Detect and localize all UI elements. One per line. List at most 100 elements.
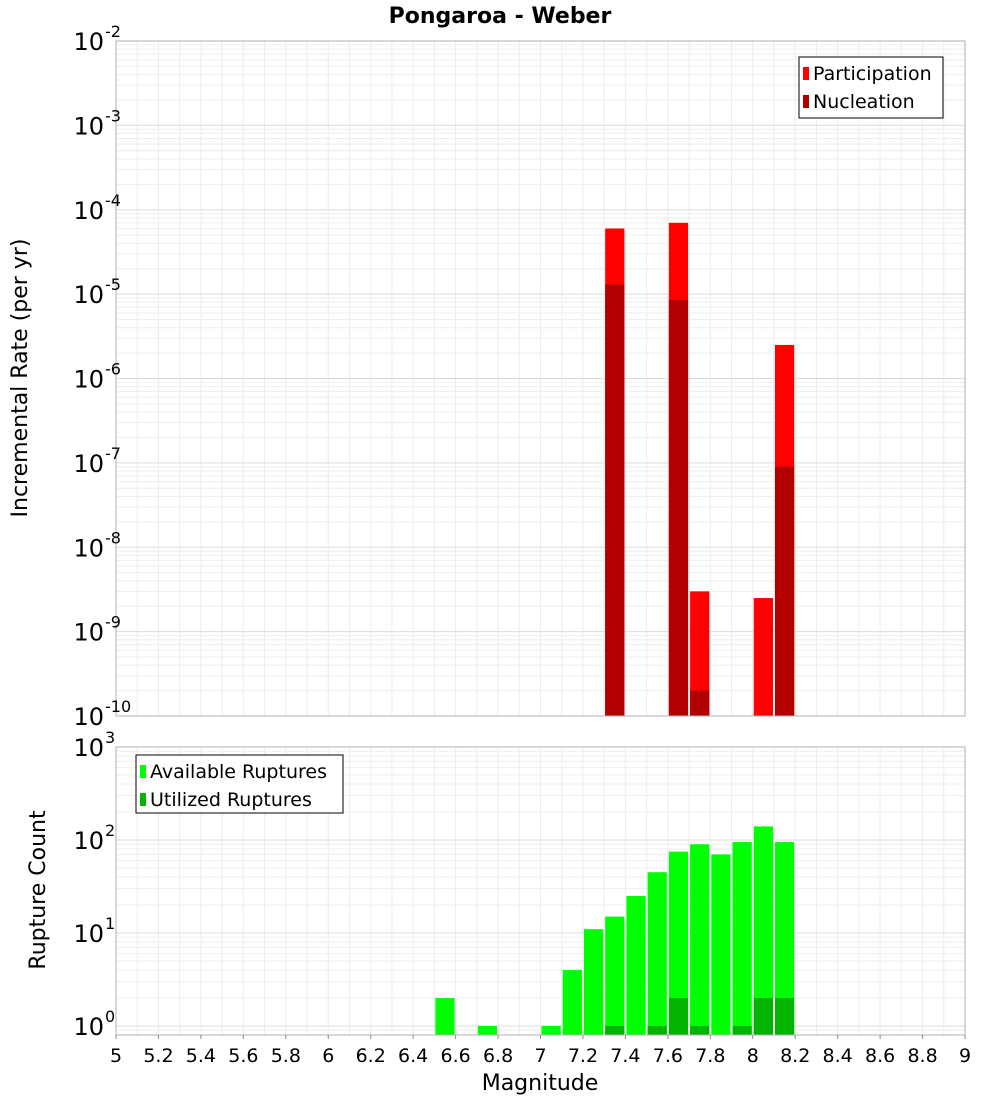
bottom-y-tick-base: 10 (73, 1013, 104, 1041)
top-y-tick-base: 10 (73, 366, 104, 394)
top-y-tick-label: 10 -10 (73, 697, 131, 731)
bottom-x-tick-label: 7 (534, 1045, 546, 1067)
bottom-x-tick-label: 5.6 (228, 1045, 258, 1067)
top-legend: Participation Nucleation (798, 56, 944, 119)
top-y-tick-base: 10 (73, 112, 104, 140)
top-y-tick-label: 10 -7 (73, 444, 121, 478)
bottom-bar-available-ruptures (562, 969, 582, 1035)
bottom-bar-utilized-ruptures (605, 1025, 625, 1035)
top-y-tick-label: 10 -6 (73, 360, 121, 394)
bottom-bar-available-ruptures (626, 895, 646, 1035)
top-y-tick-label: 10 -3 (73, 106, 121, 140)
top-bar-nucleation (668, 300, 689, 716)
top-y-tick-exponent: -4 (105, 191, 121, 210)
bottom-y-tick-label: 10 2 (73, 821, 115, 855)
bottom-bar-available-ruptures (541, 1025, 561, 1035)
bottom-bar-utilized-ruptures (774, 997, 795, 1035)
bottom-x-tick-label: 8.6 (865, 1045, 895, 1067)
bottom-bar-utilized-ruptures (753, 997, 773, 1035)
bottom-y-axis-label: Rupture Count (26, 810, 51, 970)
bottom-x-tick-label: 5 (110, 1045, 122, 1067)
bottom-legend-label: Utilized Ruptures (150, 789, 312, 811)
bottom-bar-available-ruptures (668, 851, 689, 1035)
top-y-tick-exponent: -5 (105, 275, 121, 294)
top-y-tick-base: 10 (73, 450, 104, 478)
bottom-x-tick-label: 7.8 (695, 1045, 725, 1067)
top-legend-label: Nucleation (813, 91, 915, 113)
bottom-bar-available-ruptures (774, 842, 795, 1035)
top-y-tick-exponent: -10 (105, 697, 131, 716)
bottom-y-tick-label: 10 1 (73, 914, 115, 948)
bottom-y-tick-label: 10 3 (73, 728, 115, 762)
bottom-x-tick-label: 8.2 (780, 1045, 810, 1067)
bottom-bar-available-ruptures (477, 1025, 498, 1035)
top-y-tick-exponent: -6 (105, 360, 121, 379)
bottom-bar-available-ruptures (647, 872, 667, 1035)
bottom-bar-utilized-ruptures (732, 1025, 752, 1035)
top-y-tick-base: 10 (73, 28, 104, 56)
top-legend-label: Participation (813, 63, 932, 85)
top-y-tick-base: 10 (73, 281, 104, 309)
top-y-tick-exponent: -8 (105, 528, 121, 547)
top-y-axis-label: Incremental Rate (per yr) (8, 239, 33, 518)
bottom-x-tick-label: 8 (747, 1045, 759, 1067)
top-y-tick-label: 10 -2 (73, 22, 121, 56)
bottom-bar-utilized-ruptures (668, 997, 689, 1035)
top-bar-nucleation (690, 690, 710, 716)
bottom-bar-available-ruptures (711, 854, 731, 1035)
bottom-x-tick-label: 6.4 (398, 1045, 428, 1067)
top-y-tick-label: 10 -9 (73, 613, 121, 647)
bottom-y-tick-base: 10 (73, 920, 104, 948)
top-y-tick-label: 10 -5 (73, 275, 121, 309)
bottom-x-tick-label: 6 (322, 1045, 334, 1067)
bottom-bar-available-ruptures (732, 842, 752, 1035)
bottom-legend-box (135, 754, 344, 814)
top-legend-swatch (803, 67, 809, 80)
bottom-bar-utilized-ruptures (690, 1025, 710, 1035)
top-y-tick-base: 10 (73, 619, 104, 647)
bottom-x-tick-label: 8.8 (907, 1045, 937, 1067)
bottom-legend-swatch (140, 793, 146, 806)
bottom-bar-utilized-ruptures (647, 1025, 667, 1035)
top-y-tick-base: 10 (73, 197, 104, 225)
bottom-y-tick-exponent: 0 (105, 1007, 115, 1026)
top-y-tick-base: 10 (73, 534, 104, 562)
bottom-x-tick-label: 7.6 (653, 1045, 683, 1067)
top-y-tick-exponent: -9 (105, 613, 121, 632)
bottom-bar-available-ruptures (583, 929, 604, 1035)
top-bar-nucleation (774, 466, 795, 716)
bottom-x-tick-label: 8.4 (823, 1045, 853, 1067)
top-legend-box (798, 56, 944, 119)
bottom-x-tick-label: 6.6 (440, 1045, 470, 1067)
bottom-x-tick-label: 6.8 (483, 1045, 513, 1067)
top-y-tick-exponent: -7 (105, 444, 121, 463)
bottom-x-tick-label: 6.2 (356, 1045, 386, 1067)
top-y-tick-exponent: -3 (105, 106, 121, 125)
bottom-y-tick-exponent: 1 (105, 914, 115, 933)
chart-title: Pongaroa - Weber (389, 4, 612, 29)
bottom-x-tick-label: 5.2 (143, 1045, 173, 1067)
bottom-x-tick-label: 7.2 (568, 1045, 598, 1067)
bottom-y-tick-exponent: 2 (105, 821, 115, 840)
top-bar-participation (753, 598, 773, 716)
bottom-x-tick-label: 5.4 (186, 1045, 216, 1067)
bottom-legend-label: Available Ruptures (150, 761, 327, 783)
top-bar-participation (690, 591, 710, 716)
bottom-y-tick-exponent: 3 (105, 728, 115, 747)
bottom-bar-available-ruptures (753, 826, 773, 1035)
bottom-y-tick-label: 10 0 (73, 1007, 115, 1041)
bottom-x-tick-label: 9 (959, 1045, 971, 1067)
x-axis-label: Magnitude (482, 1071, 599, 1096)
bottom-bar-available-ruptures (435, 997, 455, 1035)
top-legend-swatch (803, 95, 809, 108)
bottom-bar-available-ruptures (605, 916, 625, 1035)
bottom-y-tick-base: 10 (73, 734, 104, 762)
bottom-bar-available-ruptures (690, 844, 710, 1035)
bottom-y-tick-base: 10 (73, 827, 104, 855)
bottom-x-tick-label: 5.8 (271, 1045, 301, 1067)
top-y-tick-label: 10 -4 (73, 191, 121, 225)
top-bar-nucleation (605, 284, 625, 716)
top-y-tick-exponent: -2 (105, 22, 121, 41)
